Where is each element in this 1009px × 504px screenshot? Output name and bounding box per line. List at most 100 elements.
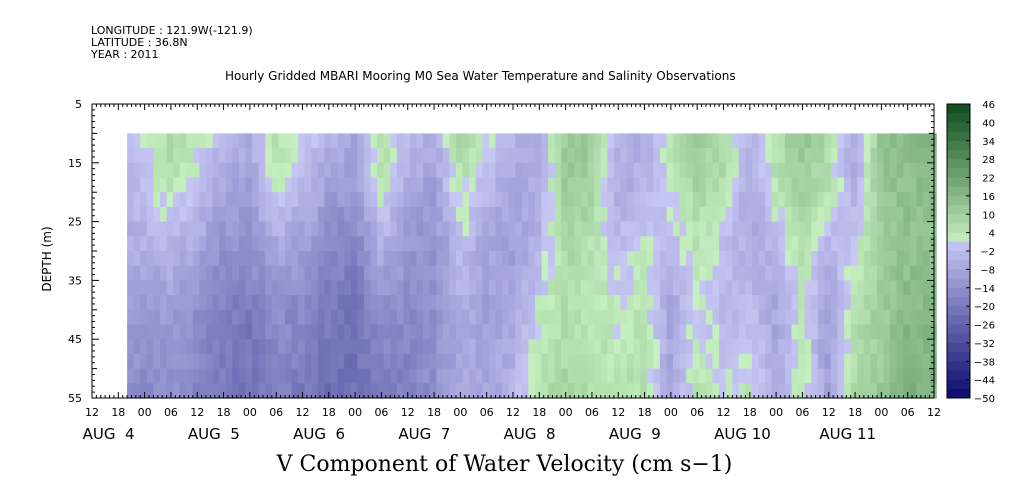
heatmap-cell: [449, 206, 457, 223]
heatmap-cell: [442, 221, 450, 237]
heatmap-cell: [706, 339, 714, 355]
heatmap-cell: [712, 280, 720, 296]
heatmap-cell: [587, 368, 595, 384]
heatmap-cell: [778, 265, 786, 281]
heatmap-cell: [837, 192, 845, 208]
heatmap-cell: [225, 251, 233, 267]
heatmap-cell: [706, 368, 714, 384]
heatmap-cell: [344, 339, 352, 355]
heatmap-cell: [916, 177, 924, 193]
heatmap-cell: [133, 265, 141, 281]
heatmap-cell: [600, 324, 608, 340]
heatmap-cell: [870, 148, 878, 164]
heatmap-cell: [830, 192, 839, 208]
heatmap-cell: [784, 162, 793, 179]
heatmap-cell: [225, 353, 233, 370]
heatmap-cell: [383, 133, 391, 149]
heatmap-cell: [495, 265, 503, 281]
heatmap-cell: [699, 368, 707, 384]
heatmap-cell: [298, 368, 306, 384]
heatmap-cell: [706, 295, 714, 311]
heatmap-cell: [442, 383, 450, 399]
heatmap-cell: [646, 265, 654, 281]
heatmap-cell: [199, 148, 207, 164]
heatmap-cell: [350, 192, 358, 208]
heatmap-cell: [778, 309, 786, 326]
colorbar-label: −44: [974, 376, 995, 387]
heatmap-cell: [285, 324, 293, 340]
heatmap-cell: [883, 324, 891, 340]
heatmap-cell: [837, 251, 845, 267]
heatmap-cell: [581, 353, 589, 370]
heatmap-cell: [791, 177, 799, 193]
heatmap-cell: [442, 265, 450, 281]
heatmap-cell: [765, 368, 773, 384]
heatmap-cell: [508, 353, 516, 370]
heatmap-cell: [238, 177, 247, 193]
heatmap-cell: [350, 133, 358, 149]
heatmap-cell: [377, 148, 385, 164]
heatmap-cell: [554, 295, 562, 311]
heatmap-cell: [429, 339, 437, 355]
heatmap-cell: [817, 206, 825, 223]
heatmap-cell: [515, 309, 523, 326]
heatmap-cell: [133, 295, 141, 311]
heatmap-cell: [541, 221, 549, 237]
heatmap-cell: [462, 368, 470, 384]
heatmap-cell: [719, 177, 727, 193]
colorbar-bin: [947, 168, 970, 178]
heatmap-cell: [659, 192, 668, 208]
heatmap-cell: [613, 192, 622, 208]
heatmap-cell: [469, 339, 477, 355]
heatmap-cell: [673, 353, 681, 370]
heatmap-cell: [620, 383, 628, 399]
heatmap-cell: [666, 339, 674, 355]
heatmap-cell: [166, 265, 174, 281]
heatmap-cell: [252, 251, 260, 267]
heatmap-cell: [442, 324, 450, 340]
heatmap-cell: [285, 251, 293, 267]
heatmap-cell: [784, 265, 793, 281]
heatmap-cell: [811, 236, 819, 252]
heatmap-cell: [133, 236, 141, 252]
heatmap-cell: [890, 383, 898, 399]
heatmap-cell: [311, 162, 319, 179]
heatmap-cell: [278, 251, 286, 267]
heatmap-cell: [857, 280, 865, 296]
heatmap-cell: [633, 353, 641, 370]
heatmap-cell: [923, 339, 931, 355]
heatmap-cell: [699, 236, 707, 252]
latitude-label: LATITUDE : 36.8N: [91, 36, 188, 49]
heatmap-cell: [640, 148, 648, 164]
heatmap-cell: [607, 148, 615, 164]
heatmap-cell: [541, 280, 549, 296]
heatmap-cell: [863, 295, 871, 311]
heatmap-cell: [482, 265, 490, 281]
heatmap-cell: [212, 324, 220, 340]
heatmap-cell: [804, 265, 812, 281]
heatmap-cell: [870, 295, 878, 311]
heatmap-cell: [765, 221, 773, 237]
heatmap-cell: [765, 265, 773, 281]
heatmap-cell: [778, 133, 786, 149]
heatmap-cell: [534, 309, 543, 326]
heatmap-cell: [324, 236, 332, 252]
heatmap-cell: [778, 251, 786, 267]
heatmap-cell: [271, 324, 279, 340]
heatmap-cell: [870, 368, 878, 384]
heatmap-cell: [804, 133, 812, 149]
heatmap-cell: [916, 324, 924, 340]
heatmap-cell: [206, 133, 214, 149]
heatmap-cell: [745, 353, 753, 370]
heatmap-cell: [784, 133, 793, 149]
heatmap-cell: [534, 133, 543, 149]
heatmap-cell: [574, 162, 582, 179]
heatmap-cell: [403, 148, 411, 164]
heatmap-cell: [541, 265, 549, 281]
heatmap-cell: [199, 192, 207, 208]
heatmap-cell: [252, 280, 260, 296]
heatmap-cell: [778, 162, 786, 179]
heatmap-cell: [627, 353, 635, 370]
heatmap-cell: [548, 353, 556, 370]
heatmap-cell: [271, 251, 279, 267]
